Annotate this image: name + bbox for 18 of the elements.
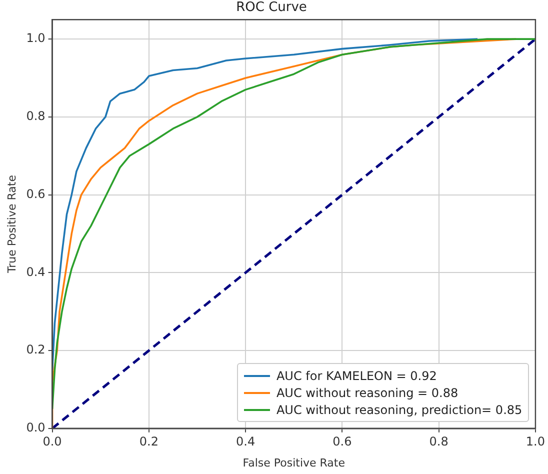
- x-tick-label: 1.0: [526, 434, 546, 449]
- y-tick-label: 0.6: [26, 186, 46, 201]
- y-axis-title: True Positive Rate: [5, 174, 18, 274]
- legend-label: AUC without reasoning, prediction= 0.85: [276, 402, 522, 417]
- x-axis-title: False Positive Rate: [242, 456, 346, 470]
- chart-title: ROC Curve: [236, 0, 307, 16]
- legend-label: AUC without reasoning = 0.88: [276, 386, 458, 400]
- y-tick-label: 0.4: [26, 264, 46, 279]
- y-tick-label: 0.2: [26, 342, 46, 357]
- y-tick-label: 1.0: [26, 31, 46, 46]
- y-tick-label: 0.0: [26, 420, 46, 435]
- x-tick-label: 0.2: [139, 434, 158, 449]
- y-tick-label: 0.8: [26, 109, 46, 124]
- x-tick-label: 0.6: [332, 434, 352, 449]
- x-tick-label: 0.4: [236, 434, 256, 449]
- x-tick-label: 0.0: [42, 434, 62, 449]
- x-tick-label: 0.8: [429, 434, 448, 449]
- legend-label: AUC for KAMELEON = 0.92: [276, 368, 437, 383]
